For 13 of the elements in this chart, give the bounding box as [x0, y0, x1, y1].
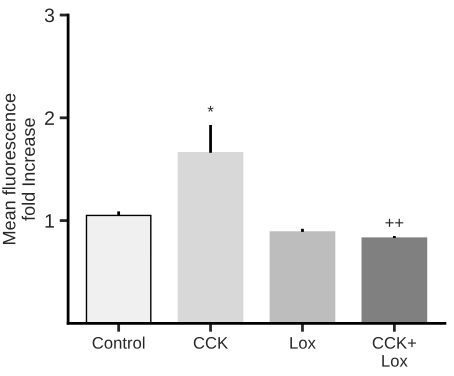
y-tick-label: 1 — [46, 214, 54, 228]
x-tick-label: Lox — [290, 337, 316, 349]
annotation: * — [208, 106, 214, 112]
y-tick-label: 3 — [44, 8, 54, 22]
y-tick-label: 2 — [45, 111, 54, 125]
x-tick-label: CCK — [194, 336, 228, 349]
y-axis-title: Mean fluorescence fold Increase — [2, 94, 35, 244]
annotation: ++ — [385, 218, 404, 227]
bar — [362, 237, 428, 324]
x-tick-label: CCK+ Lox — [372, 336, 416, 367]
bar — [270, 231, 336, 324]
bar — [178, 152, 244, 324]
x-tick-label: Control — [92, 336, 144, 349]
